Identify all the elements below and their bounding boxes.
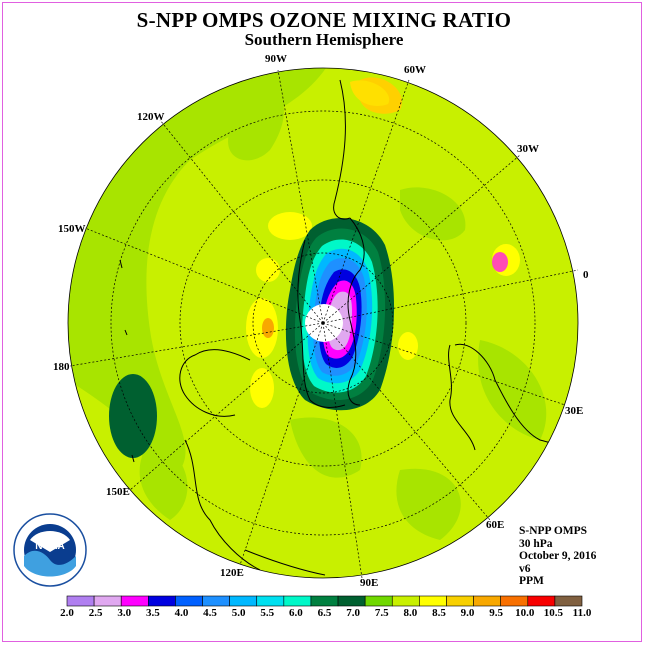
legend-level-label: 11.0 <box>572 607 592 619</box>
lon-label: 180 <box>53 361 70 373</box>
legend-swatch <box>256 595 285 607</box>
legend-level-label: 8.5 <box>432 607 446 619</box>
lon-label: 0 <box>583 269 589 281</box>
legend-swatch <box>419 595 447 607</box>
legend-swatch <box>364 595 393 607</box>
legend-swatch <box>310 595 339 607</box>
legend-swatch <box>337 595 366 607</box>
legend-swatch <box>120 595 149 607</box>
map-subtitle: Southern Hemisphere <box>244 30 404 49</box>
legend-level-label: 3.5 <box>145 607 160 619</box>
map-frame <box>2 2 642 642</box>
legend-swatch <box>446 595 474 607</box>
pressure-level: 30 hPa <box>519 537 553 550</box>
graticule <box>69 69 579 579</box>
longitude-labels: 90W 60W 30W 0 30E 60E 90E 120E 150E 180 … <box>53 53 589 589</box>
lon-label: 90E <box>360 577 378 589</box>
info-panel: S-NPP OMPS 30 hPa October 9, 2016 v6 PPM <box>519 525 596 588</box>
legend-swatch <box>283 595 312 607</box>
lon-label: 90W <box>265 53 287 65</box>
noaa-logo: NOAA <box>13 513 87 587</box>
lon-label: 60W <box>404 64 426 76</box>
logo-text: NOAA <box>35 541 64 552</box>
date-label: October 9, 2016 <box>519 550 597 562</box>
legend-swatch <box>202 595 230 607</box>
version-label: v6 <box>519 562 531 575</box>
legend-level-label: 9.0 <box>460 607 475 619</box>
lon-label: 30W <box>517 143 539 155</box>
map-boundary <box>67 67 579 579</box>
legend-swatch <box>66 595 95 607</box>
legend-level-label: 9.5 <box>489 607 504 619</box>
legend-swatch <box>148 595 176 607</box>
legend-level-label: 4.0 <box>174 607 189 619</box>
legend-level-label: 4.5 <box>203 607 217 619</box>
legend-level-label: 7.0 <box>346 607 360 619</box>
legend-level-label: 5.0 <box>231 607 246 619</box>
map-title: S-NPP OMPS OZONE MIXING RATIO <box>136 8 512 32</box>
instrument-label: S-NPP OMPS <box>519 525 588 537</box>
lon-label: 120E <box>220 567 244 579</box>
legend-swatch <box>229 595 258 607</box>
lon-label: 150E <box>106 486 130 498</box>
legend-swatch <box>500 595 529 607</box>
legend-swatch <box>473 595 501 607</box>
lon-label: 150W <box>58 223 86 235</box>
legend-swatch <box>391 595 420 607</box>
legend-swatch <box>175 595 203 607</box>
legend-level-label: 7.5 <box>374 607 389 619</box>
units-label: PPM <box>519 575 544 587</box>
legend-swatch <box>93 595 122 607</box>
legend-level-label: 10.5 <box>543 607 563 619</box>
lon-label: 60E <box>486 519 504 531</box>
legend-level-label: 6.0 <box>289 607 303 619</box>
legend-swatch <box>554 595 583 607</box>
legend-level-label: 10.0 <box>515 607 535 619</box>
lon-label: 120W <box>137 111 165 123</box>
legend-colorbar <box>66 595 583 607</box>
lon-label: 30E <box>565 405 583 417</box>
legend-level-label: 2.0 <box>60 607 74 619</box>
legend-level-label: 2.5 <box>88 607 103 619</box>
legend-level-label: 5.5 <box>260 607 275 619</box>
legend-level-label: 3.0 <box>117 607 132 619</box>
legend-level-label: 8.0 <box>403 607 418 619</box>
legend-level-label: 6.5 <box>317 607 332 619</box>
legend-swatch <box>527 595 556 607</box>
